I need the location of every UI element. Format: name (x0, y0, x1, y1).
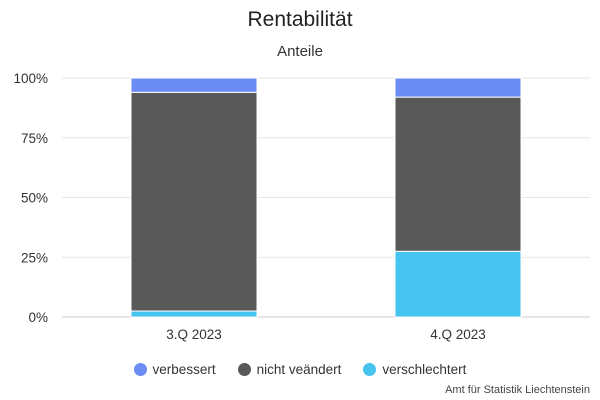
bar-segment (130, 91, 258, 312)
legend-item-verbessert[interactable]: verbessert (133, 362, 216, 377)
x-tick-label: 3.Q 2023 (166, 327, 222, 342)
bar-segment (394, 77, 522, 98)
legend-marker-verbessert (133, 363, 147, 376)
legend-label-nicht-veaendert: nicht veändert (256, 362, 342, 377)
chart-title: Rentabilität (247, 8, 353, 31)
y-tick-label: 75% (21, 131, 48, 146)
bar-segment (394, 250, 522, 318)
legend-item-verschlechtert[interactable]: verschlechtert (363, 362, 466, 377)
y-tick-label: 50% (21, 191, 48, 206)
bar-segment (394, 96, 522, 252)
legend-label-verbessert: verbessert (152, 362, 216, 377)
bar-segment (130, 310, 258, 318)
y-tick-label: 100% (13, 71, 48, 86)
y-tick-label: 0% (28, 310, 48, 325)
legend-label-verschlechtert: verschlechtert (382, 362, 467, 377)
legend-item-nicht-veaendert[interactable]: nicht veändert (237, 362, 342, 377)
bar-segment (130, 77, 258, 93)
chart-subtitle: Anteile (277, 43, 323, 60)
legend: verbessert nicht veändert verschlechtert (0, 362, 600, 377)
legend-marker-verschlechtert (363, 363, 377, 376)
y-tick-label: 25% (21, 250, 48, 265)
x-tick-label: 4.Q 2023 (430, 327, 486, 342)
legend-marker-nicht-veaendert (237, 363, 251, 376)
credits[interactable]: Amt für Statistik Liechtenstein (445, 384, 590, 396)
